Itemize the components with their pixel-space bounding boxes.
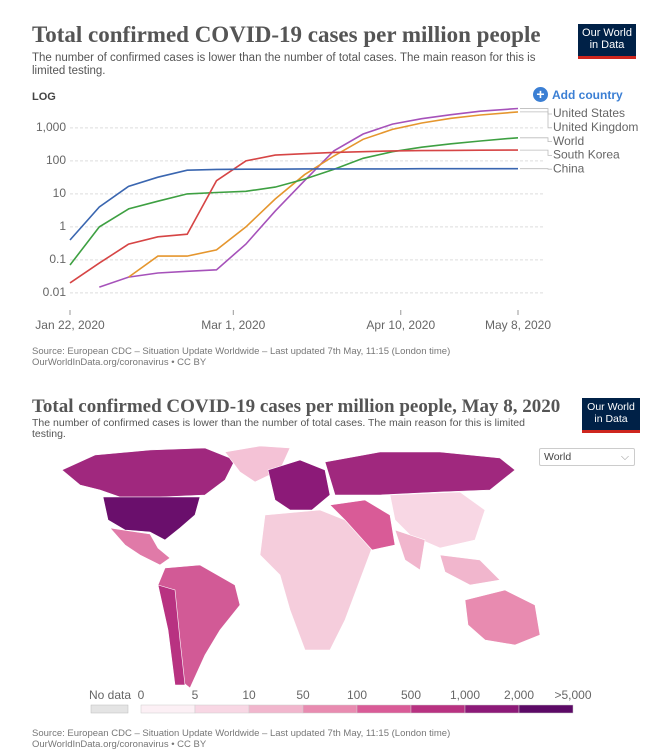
y-tick-label: 1,000 xyxy=(36,120,66,134)
series-line xyxy=(69,167,518,241)
country-shape xyxy=(102,496,201,541)
series-line xyxy=(69,137,519,266)
label-connector xyxy=(520,111,552,129)
series-line xyxy=(69,149,518,284)
label-connector xyxy=(520,137,552,143)
country-shape xyxy=(109,527,171,566)
add-country-label: Add country xyxy=(552,87,623,102)
region-label: World xyxy=(544,451,572,463)
legend-tick-label: 50 xyxy=(296,688,310,702)
region-dropdown[interactable]: World ⌵ xyxy=(539,448,635,466)
legend-bin xyxy=(518,704,574,714)
source: Source: European CDC – Situation Update … xyxy=(32,728,451,739)
series-line xyxy=(128,111,519,278)
source-url[interactable]: OurWorldInData.org/coronavirus • CC BY xyxy=(32,357,207,368)
source: Source: European CDC – Situation Update … xyxy=(32,346,451,357)
legend-label: United States xyxy=(553,106,625,120)
legend-tick-label: >5,000 xyxy=(554,688,591,702)
country-shape xyxy=(61,447,236,498)
country-shape xyxy=(389,491,486,549)
y-tick-label: 10 xyxy=(53,186,67,200)
legend-label: China xyxy=(553,161,585,175)
plus-icon: + xyxy=(533,87,548,102)
x-tick-label: Mar 1, 2020 xyxy=(201,318,265,332)
label-connector xyxy=(520,108,552,115)
add-country-button[interactable]: + Add country xyxy=(533,87,623,102)
country-shape xyxy=(267,459,331,511)
legend-label: World xyxy=(553,134,584,148)
legend-tick-label: 500 xyxy=(401,688,421,702)
map-title: Total confirmed COVID-19 cases per milli… xyxy=(32,396,561,417)
chart-title: Total confirmed COVID-19 cases per milli… xyxy=(32,22,541,47)
y-tick-label: 100 xyxy=(46,153,66,167)
no-data-swatch xyxy=(90,704,129,714)
legend-bin xyxy=(248,704,304,714)
legend-bin xyxy=(302,704,358,714)
country-shape xyxy=(324,451,516,496)
country-shape xyxy=(259,509,373,651)
map-subtitle: The number of confirmed cases is lower t… xyxy=(32,417,525,440)
scale-toggle[interactable]: LOG xyxy=(32,91,56,103)
legend-bin xyxy=(140,704,196,714)
legend-bin xyxy=(410,704,466,714)
y-tick-label: 1 xyxy=(59,219,66,233)
logo[interactable]: Our World in Data xyxy=(582,398,640,433)
legend-bin xyxy=(194,704,250,714)
source-url[interactable]: OurWorldInData.org/coronavirus • CC BY xyxy=(32,739,207,750)
legend-tick-label: 1,000 xyxy=(450,688,480,702)
legend-bin xyxy=(356,704,412,714)
x-tick-label: Jan 22, 2020 xyxy=(35,318,105,332)
legend-tick-label: 2,000 xyxy=(504,688,534,702)
label-connector xyxy=(520,168,552,170)
country-shape xyxy=(464,589,541,646)
no-data-label: No data xyxy=(89,688,131,702)
country-shape xyxy=(157,584,186,686)
legend-tick-label: 5 xyxy=(192,688,199,702)
legend-bin xyxy=(464,704,520,714)
legend-label: United Kingdom xyxy=(553,120,638,134)
legend-label: South Korea xyxy=(553,148,620,162)
y-tick-label: 0.1 xyxy=(49,252,66,266)
country-shape xyxy=(329,499,396,551)
world-map xyxy=(61,445,541,689)
legend-tick-label: 10 xyxy=(242,688,256,702)
logo[interactable]: Our World in Data xyxy=(578,24,636,59)
x-tick-label: Apr 10, 2020 xyxy=(366,318,435,332)
x-tick-label: May 8, 2020 xyxy=(485,318,551,332)
chart-subtitle: The number of confirmed cases is lower t… xyxy=(32,52,536,77)
y-tick-label: 0.01 xyxy=(43,285,67,299)
legend-tick-label: 100 xyxy=(347,688,367,702)
country-shape xyxy=(439,554,501,586)
country-shape xyxy=(394,529,426,571)
label-connector xyxy=(520,149,552,156)
legend-tick-label: 0 xyxy=(138,688,145,702)
dropdown-arrow: ⌵ xyxy=(621,451,629,463)
